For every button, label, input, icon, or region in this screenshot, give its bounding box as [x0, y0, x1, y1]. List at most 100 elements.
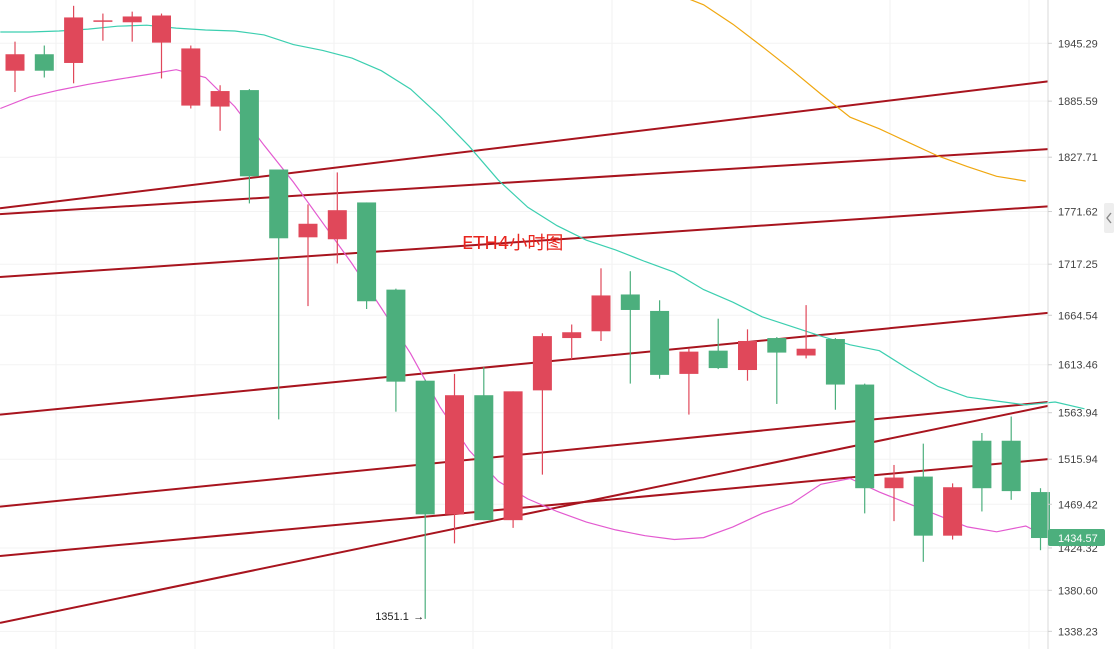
candle-body [679, 351, 699, 374]
price-axis: 1945.29 1885.59 1827.71 1771.62 1717.25 1664.… [1047, 0, 1098, 649]
channel-line-upper [0, 80, 1049, 210]
moving-averages [0, 0, 1085, 543]
candle-body [474, 395, 494, 521]
candle-up [474, 367, 494, 521]
candle-down [796, 305, 816, 359]
low-annotation: 1351.1 → [375, 611, 424, 623]
candle-body [93, 20, 113, 22]
candle-up [767, 337, 787, 404]
y-tick-label: 1469.42 [1058, 499, 1098, 511]
candle-body [357, 202, 377, 302]
candle-body [796, 348, 816, 356]
candle-body [708, 350, 728, 369]
candle-body [943, 487, 963, 536]
candle-body [913, 476, 933, 536]
current-price-tag-bg [1048, 529, 1105, 547]
candle-body [972, 440, 992, 489]
candle-body [884, 477, 904, 489]
candle-body [64, 17, 84, 63]
candle-down [503, 391, 523, 528]
candle-up [415, 379, 435, 619]
candle-body [239, 90, 259, 177]
axis-scroll-handle[interactable] [1104, 203, 1114, 233]
candle-up [239, 89, 259, 204]
low-price-arrow: → [413, 611, 424, 623]
candle-body [269, 169, 289, 239]
candle-up [1031, 488, 1050, 551]
candle-down [445, 373, 464, 544]
low-price-label: 1351.1 [375, 611, 409, 623]
channel-line-top [0, 148, 1049, 216]
candle-down [738, 329, 757, 381]
candle-up [708, 318, 728, 370]
candle-down [532, 333, 552, 475]
y-tick-label: 1380.60 [1058, 585, 1098, 597]
candle-body [210, 91, 230, 107]
candle-down [679, 348, 699, 415]
y-tick-label: 1664.54 [1058, 310, 1098, 322]
candle-down [562, 324, 582, 360]
y-tick-label: 1563.94 [1058, 408, 1098, 420]
candle-up [620, 271, 640, 384]
candle-down [884, 464, 904, 522]
candle-body [767, 338, 787, 353]
candle-down [210, 85, 230, 131]
candle-up [34, 45, 54, 78]
current-price-label: 1434.57 [1058, 533, 1098, 545]
candle-up [1001, 416, 1021, 500]
candle-down [64, 5, 84, 84]
y-tick-label: 1515.94 [1058, 454, 1098, 466]
candle-body [738, 340, 757, 371]
candle-body [591, 295, 611, 332]
candle-body [532, 336, 552, 391]
candle-body [34, 54, 54, 71]
candle-body [825, 339, 845, 385]
ma-mid-line [0, 24, 1085, 410]
candle-body [181, 48, 201, 106]
candle-body [503, 391, 523, 521]
candle-down [122, 11, 142, 42]
candle-body [855, 384, 875, 489]
candle-up [825, 338, 845, 410]
candle-body [327, 210, 347, 240]
ma-fast-line [0, 69, 1056, 543]
candle-down [943, 483, 963, 540]
candle-down [181, 45, 201, 109]
y-tick-label: 1717.25 [1058, 259, 1098, 271]
candle-down [298, 204, 318, 307]
candle-up [357, 202, 377, 310]
candle-up [269, 169, 289, 420]
y-tick-label: 1827.71 [1058, 152, 1098, 164]
candle-body [415, 380, 435, 515]
current-price-tag: 1434.57 [1048, 529, 1105, 547]
candle-up [913, 443, 933, 562]
candle-down [93, 13, 113, 41]
candle-up [386, 288, 406, 412]
grid-lines [0, 0, 1048, 649]
candle-body [152, 15, 171, 43]
channel-line-mid-high [0, 311, 1049, 416]
y-tick-label: 1945.29 [1058, 38, 1098, 50]
candle-down [152, 13, 171, 79]
candle-up [855, 383, 875, 514]
candle-body [650, 310, 670, 375]
y-tick-label: 1338.23 [1058, 626, 1098, 638]
ma-slow-line [689, 0, 1026, 182]
channel-line-high [0, 205, 1049, 279]
candle-body [122, 16, 142, 23]
y-tick-label: 1613.46 [1058, 360, 1098, 372]
candle-body [445, 395, 464, 515]
candle-body [5, 54, 25, 71]
candles [5, 5, 1050, 619]
candle-body [386, 289, 406, 382]
candle-body [1031, 492, 1050, 539]
chevron-left-icon[interactable] [1106, 212, 1112, 224]
candle-down [591, 268, 611, 341]
candle-down [5, 41, 25, 93]
candle-body [1001, 440, 1021, 492]
candle-body [298, 223, 318, 238]
scroll-handle-bg[interactable] [1104, 203, 1114, 233]
candle-up [650, 300, 670, 379]
y-tick-label: 1885.59 [1058, 96, 1098, 108]
